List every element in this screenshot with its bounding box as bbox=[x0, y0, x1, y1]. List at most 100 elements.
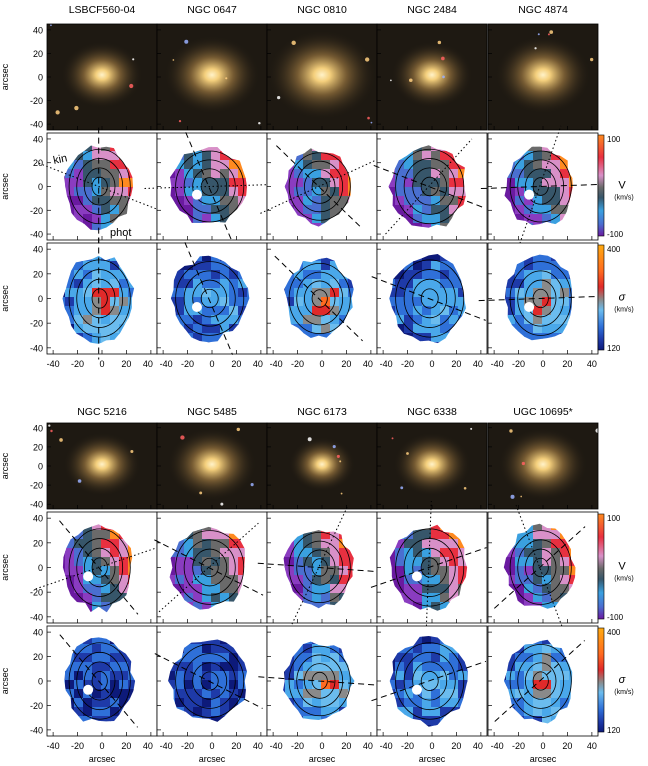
y-tick-label: 20 bbox=[33, 442, 43, 452]
isophote-contour bbox=[420, 557, 439, 578]
isophote-contour bbox=[183, 270, 236, 327]
photometric-axis bbox=[370, 547, 487, 588]
velocity-map-panel bbox=[480, 125, 599, 248]
x-tick-label: -40 bbox=[160, 741, 173, 751]
isophote-contour bbox=[76, 158, 124, 215]
image-panel bbox=[156, 422, 268, 510]
photometric-axis bbox=[493, 526, 586, 609]
galaxy-title: NGC 0810 bbox=[297, 4, 347, 16]
star bbox=[178, 120, 182, 123]
galaxy-title: NGC 5216 bbox=[77, 406, 127, 418]
masked-region bbox=[524, 189, 535, 200]
y-tick-label: -20 bbox=[30, 481, 43, 491]
x-tick-label: -40 bbox=[270, 741, 283, 751]
isophote-contour bbox=[288, 152, 351, 221]
velocity-colorbar: 100 -100 V (km/s) bbox=[597, 134, 634, 239]
isophote-contour bbox=[517, 653, 565, 709]
star bbox=[437, 40, 442, 45]
y-axis-label: arcsec bbox=[0, 554, 10, 581]
masked-region bbox=[191, 301, 202, 312]
star bbox=[220, 502, 224, 506]
isophote-contour bbox=[303, 280, 336, 317]
y-tick-label: 40 bbox=[33, 134, 43, 144]
x-tick-label: -20 bbox=[291, 359, 304, 369]
velocity-map-panel bbox=[154, 511, 268, 624]
image-panel bbox=[46, 23, 158, 131]
x-tick-label: 0 bbox=[540, 741, 545, 751]
isophote-contour bbox=[509, 150, 572, 223]
galaxy bbox=[391, 41, 473, 109]
x-tick-label: 20 bbox=[451, 741, 461, 751]
colorbar-top-label: 100 bbox=[607, 514, 621, 523]
star bbox=[74, 105, 79, 111]
isophote-contour bbox=[91, 671, 108, 691]
star bbox=[549, 30, 554, 34]
galaxy-title: UGC 10695* bbox=[513, 406, 573, 418]
isophote-contour bbox=[91, 288, 108, 309]
masked-region bbox=[83, 684, 94, 695]
star bbox=[364, 57, 370, 62]
star bbox=[589, 57, 594, 62]
galaxy bbox=[495, 35, 591, 114]
y-tick-label: -40 bbox=[30, 612, 43, 622]
y-tick-label: 20 bbox=[33, 538, 43, 548]
velocity-map-panel bbox=[144, 132, 273, 241]
isophote-contour bbox=[517, 159, 565, 214]
dispersion-map-panel bbox=[46, 625, 158, 737]
star bbox=[441, 56, 445, 61]
photometric-axis bbox=[274, 255, 363, 342]
y-tick-label: 40 bbox=[33, 245, 43, 255]
isophote-contour bbox=[412, 278, 448, 319]
star bbox=[50, 24, 52, 27]
isophote-contour bbox=[192, 662, 228, 700]
x-tick-label: 0 bbox=[209, 359, 214, 369]
y-tick-label: 40 bbox=[33, 423, 43, 433]
isophote-contour bbox=[509, 530, 572, 605]
isophote-contour bbox=[76, 538, 124, 597]
x-tick-label: -40 bbox=[491, 359, 504, 369]
figure-block: NGC 5216 NGC 5485 NGC 6173 NGC 6338 UGC 1069… bbox=[0, 406, 634, 764]
star bbox=[50, 429, 53, 433]
isophote-contour bbox=[68, 259, 131, 338]
velocity-map-panel bbox=[257, 507, 380, 628]
isophote-contour bbox=[296, 540, 344, 595]
x-tick-label: 0 bbox=[209, 741, 214, 751]
galaxy bbox=[61, 41, 143, 109]
velocity-map-panel bbox=[487, 505, 599, 630]
isophote-contour bbox=[192, 279, 228, 318]
x-axis-label: arcsec bbox=[309, 754, 336, 764]
kinematic-axis-annotation: kin bbox=[52, 152, 68, 167]
x-tick-label: 20 bbox=[562, 741, 572, 751]
x-tick-label: -20 bbox=[512, 741, 525, 751]
star bbox=[180, 435, 185, 440]
dispersion-map-panel bbox=[156, 242, 268, 355]
x-axis-label: arcsec bbox=[89, 754, 116, 764]
x-axis-label: arcsec bbox=[199, 754, 226, 764]
galaxy-title: NGC 6173 bbox=[297, 406, 347, 418]
x-tick-label: -40 bbox=[47, 741, 60, 751]
x-tick-label: 40 bbox=[253, 359, 263, 369]
image-panel bbox=[376, 23, 488, 131]
star bbox=[400, 486, 404, 490]
y-tick-label: 0 bbox=[38, 462, 43, 472]
star bbox=[307, 437, 312, 442]
dispersion-map-panel bbox=[154, 625, 268, 737]
colorbar-scale bbox=[597, 627, 605, 733]
dispersion-map-panel bbox=[258, 625, 380, 737]
isophote-contour bbox=[395, 148, 465, 225]
galaxy bbox=[498, 427, 588, 501]
dispersion-map-panel bbox=[46, 237, 158, 360]
isophote-contour bbox=[311, 177, 328, 196]
y-tick-label: 40 bbox=[33, 25, 43, 35]
star bbox=[225, 77, 228, 80]
galaxy bbox=[63, 432, 141, 497]
x-tick-label: -20 bbox=[71, 741, 84, 751]
colorbar-top-label: 100 bbox=[607, 135, 621, 144]
x-tick-label: -20 bbox=[291, 741, 304, 751]
x-tick-label: -40 bbox=[380, 741, 393, 751]
isophote-contour bbox=[524, 548, 557, 587]
image-panel bbox=[487, 23, 599, 131]
isophote-contour bbox=[83, 167, 116, 206]
image-panel bbox=[46, 422, 158, 510]
star bbox=[547, 33, 550, 36]
